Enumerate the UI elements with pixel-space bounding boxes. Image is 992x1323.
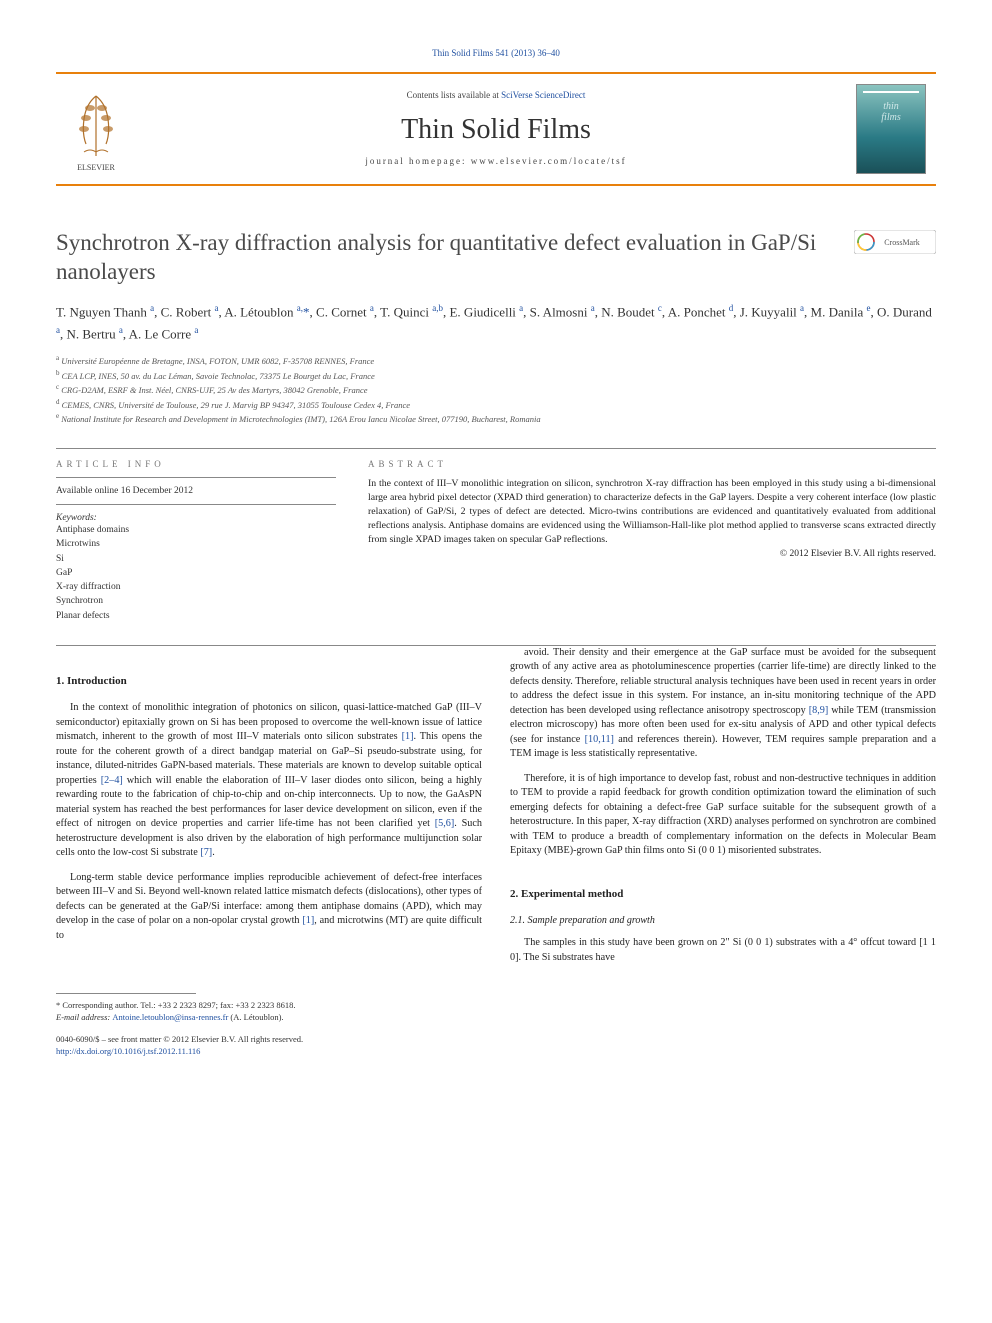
affiliations: a Université Européenne de Bretagne, INS… [56, 353, 936, 426]
keywords-head: Keywords: [56, 513, 336, 523]
journal-banner: ELSEVIER Contents lists available at Sci… [56, 72, 936, 186]
intro-para-3: avoid. Their density and their emergence… [510, 646, 936, 762]
intro-para-2: Long-term stable device performance impl… [56, 871, 482, 943]
available-online: Available online 16 December 2012 [56, 478, 336, 505]
abstract-body: In the context of III–V monolithic integ… [368, 477, 936, 547]
corresponding-author-note: * Corresponding author. Tel.: +33 2 2323… [56, 1000, 936, 1024]
article-title: Synchrotron X-ray diffraction analysis f… [56, 228, 840, 287]
doi-link[interactable]: http://dx.doi.org/10.1016/j.tsf.2012.11.… [56, 1046, 200, 1056]
experimental-subheading: 2.1. Sample preparation and growth [510, 914, 936, 928]
intro-heading: 1. Introduction [56, 674, 482, 690]
journal-homepage: journal homepage: www.elsevier.com/locat… [146, 156, 846, 166]
experimental-heading: 2. Experimental method [510, 887, 936, 903]
body-columns: 1. Introduction In the context of monoli… [56, 646, 936, 976]
journal-title: Thin Solid Films [146, 114, 846, 146]
footnote-divider [56, 993, 196, 994]
publisher-logo-wrap: ELSEVIER [56, 84, 146, 174]
bottom-metadata: 0040-6090/$ – see front matter © 2012 El… [56, 1034, 936, 1058]
exp-para-1: The samples in this study have been grow… [510, 936, 936, 965]
contents-line: Contents lists available at SciVerse Sci… [146, 90, 846, 100]
crossmark-badge[interactable]: CrossMark [854, 230, 936, 254]
sciencedirect-link[interactable]: SciVerse ScienceDirect [501, 90, 585, 100]
abstract-copyright: © 2012 Elsevier B.V. All rights reserved… [368, 549, 936, 559]
svg-text:ELSEVIER: ELSEVIER [77, 163, 115, 172]
intro-para-1: In the context of monolithic integration… [56, 701, 482, 860]
abstract-head: ABSTRACT [368, 449, 936, 477]
author-list: T. Nguyen Thanh a, C. Robert a, A. Létou… [56, 301, 936, 345]
elsevier-tree-logo: ELSEVIER [56, 84, 136, 174]
intro-para-4: Therefore, it is of high importance to d… [510, 772, 936, 859]
svg-text:CrossMark: CrossMark [884, 238, 920, 247]
journal-cover-thumb [856, 84, 926, 174]
keywords-list: Antiphase domainsMicrotwinsSiGaPX-ray di… [56, 523, 336, 623]
header-citation[interactable]: Thin Solid Films 541 (2013) 36–40 [56, 48, 936, 58]
email-link[interactable]: Antoine.letoublon@insa-rennes.fr [112, 1012, 228, 1022]
article-info-head: ARTICLE INFO [56, 449, 336, 478]
